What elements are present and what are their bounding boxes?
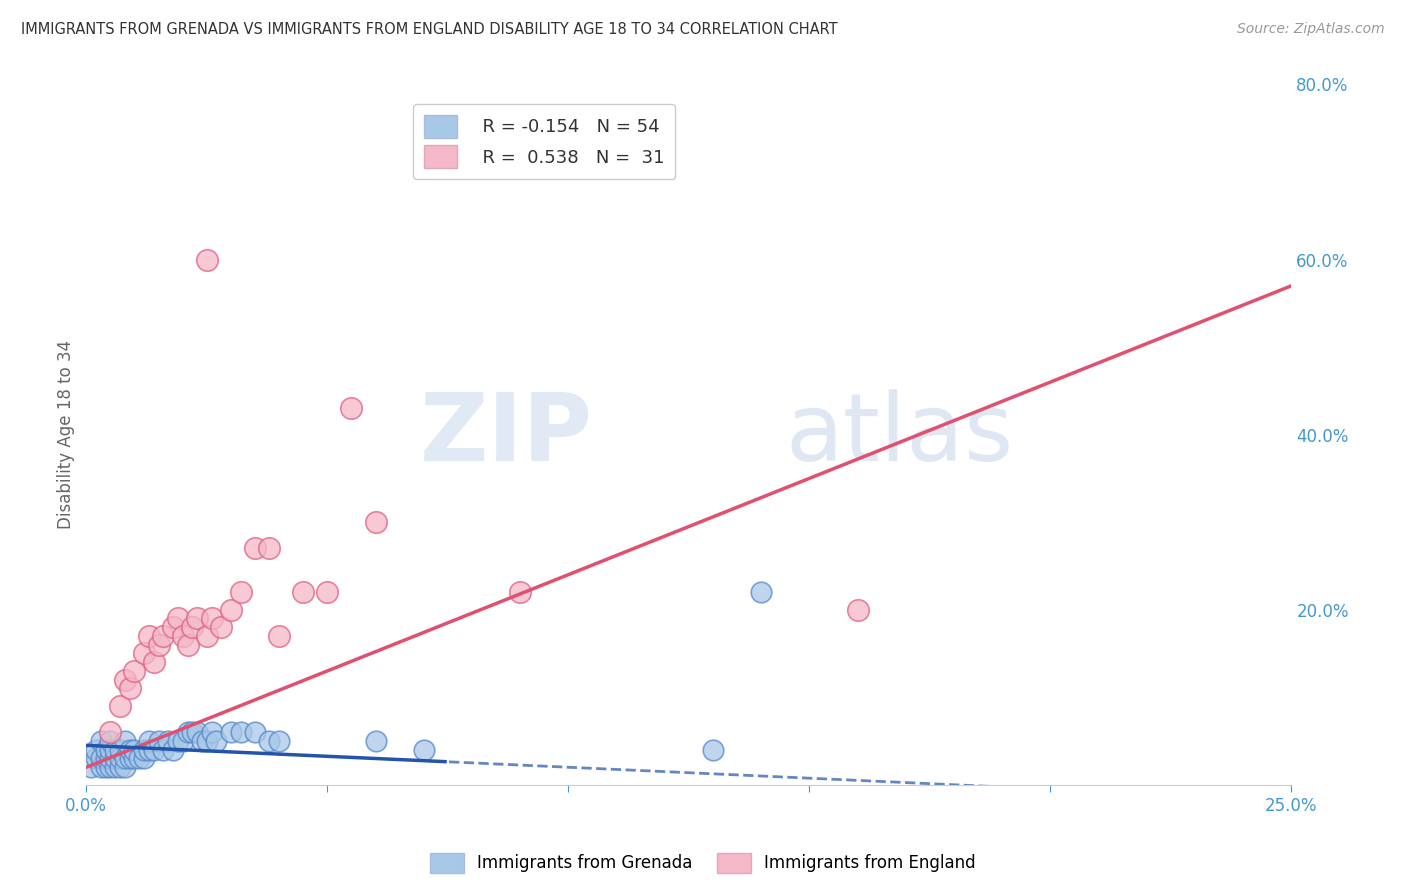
Point <box>138 743 160 757</box>
Point <box>104 751 127 765</box>
Point <box>100 743 122 757</box>
Point <box>219 602 242 616</box>
Point <box>340 401 363 416</box>
Point <box>846 602 869 616</box>
Point <box>100 751 122 765</box>
Point <box>100 760 122 774</box>
Point <box>157 734 180 748</box>
Point <box>749 585 772 599</box>
Point <box>80 760 103 774</box>
Point <box>128 751 150 765</box>
Text: atlas: atlas <box>786 389 1014 481</box>
Point <box>243 541 266 556</box>
Point <box>114 673 136 687</box>
Point <box>269 629 291 643</box>
Point <box>186 725 208 739</box>
Point <box>90 734 112 748</box>
Point <box>94 743 117 757</box>
Point <box>195 629 218 643</box>
Point <box>201 725 224 739</box>
Point <box>124 751 146 765</box>
Point <box>90 751 112 765</box>
Point <box>205 734 228 748</box>
Point <box>124 664 146 678</box>
Point <box>176 638 198 652</box>
Text: Source: ZipAtlas.com: Source: ZipAtlas.com <box>1237 22 1385 37</box>
Point <box>364 515 387 529</box>
Point <box>84 751 107 765</box>
Point <box>229 725 252 739</box>
Point <box>134 743 156 757</box>
Point <box>134 751 156 765</box>
Point <box>94 760 117 774</box>
Point <box>104 760 127 774</box>
Point <box>142 743 165 757</box>
Point <box>176 725 198 739</box>
Point <box>100 734 122 748</box>
Point <box>201 611 224 625</box>
Point <box>118 681 141 696</box>
Point <box>162 743 184 757</box>
Point <box>104 743 127 757</box>
Text: IMMIGRANTS FROM GRENADA VS IMMIGRANTS FROM ENGLAND DISABILITY AGE 18 TO 34 CORRE: IMMIGRANTS FROM GRENADA VS IMMIGRANTS FR… <box>21 22 838 37</box>
Point <box>124 743 146 757</box>
Point <box>118 743 141 757</box>
Point <box>702 743 724 757</box>
Point <box>364 734 387 748</box>
Legend: Immigrants from Grenada, Immigrants from England: Immigrants from Grenada, Immigrants from… <box>423 847 983 880</box>
Point <box>172 629 194 643</box>
Point <box>118 751 141 765</box>
Point <box>191 734 214 748</box>
Point <box>90 760 112 774</box>
Point <box>195 734 218 748</box>
Y-axis label: Disability Age 18 to 34: Disability Age 18 to 34 <box>58 340 75 529</box>
Point <box>100 725 122 739</box>
Point <box>243 725 266 739</box>
Point <box>152 743 174 757</box>
Point <box>269 734 291 748</box>
Point <box>412 743 434 757</box>
Point <box>108 698 131 713</box>
Point <box>134 647 156 661</box>
Point <box>114 760 136 774</box>
Point <box>114 734 136 748</box>
Text: ZIP: ZIP <box>419 389 592 481</box>
Point <box>167 611 190 625</box>
Point <box>114 751 136 765</box>
Point <box>84 743 107 757</box>
Point <box>108 751 131 765</box>
Point <box>186 611 208 625</box>
Point <box>148 734 170 748</box>
Point <box>138 629 160 643</box>
Point <box>181 725 204 739</box>
Point <box>142 655 165 669</box>
Point <box>195 252 218 267</box>
Legend:   R = -0.154   N = 54,   R =  0.538   N =  31: R = -0.154 N = 54, R = 0.538 N = 31 <box>413 104 675 179</box>
Point <box>148 638 170 652</box>
Point <box>167 734 190 748</box>
Point <box>219 725 242 739</box>
Point <box>259 734 281 748</box>
Point <box>172 734 194 748</box>
Point <box>152 629 174 643</box>
Point <box>229 585 252 599</box>
Point <box>509 585 531 599</box>
Point <box>162 620 184 634</box>
Point <box>108 760 131 774</box>
Point <box>138 734 160 748</box>
Point <box>108 743 131 757</box>
Point <box>316 585 339 599</box>
Point <box>259 541 281 556</box>
Point <box>181 620 204 634</box>
Point <box>94 751 117 765</box>
Point <box>209 620 232 634</box>
Point <box>292 585 315 599</box>
